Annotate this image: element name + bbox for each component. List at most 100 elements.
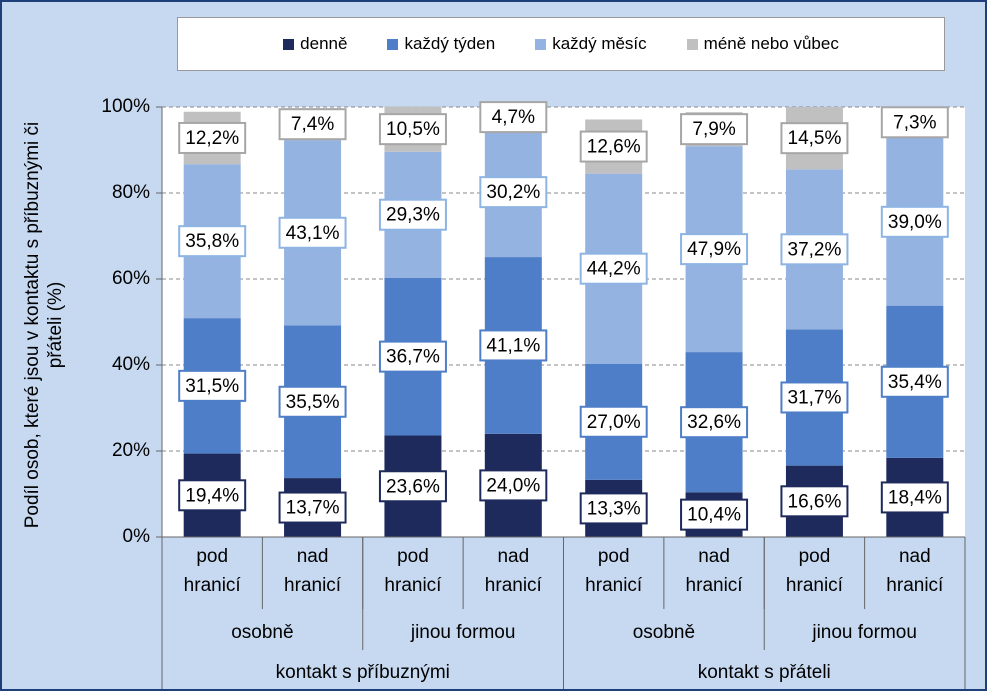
value-label-box xyxy=(378,198,447,231)
value-label-box xyxy=(880,205,949,238)
value-label-box xyxy=(178,479,247,512)
x-tick-label: nad hranicí xyxy=(685,546,743,596)
legend-item: méně nebo vůbec xyxy=(686,34,839,54)
category-group-label: kontakt s přáteli xyxy=(697,662,831,683)
value-label: 24,0% xyxy=(486,475,540,496)
category-group-label: osobně xyxy=(632,622,696,643)
y-tick-label: 100% xyxy=(101,96,150,117)
legend-swatch xyxy=(535,38,547,50)
value-label: 30,2% xyxy=(486,182,540,203)
value-label: 35,4% xyxy=(888,372,942,393)
value-label-box xyxy=(479,469,548,502)
value-label: 35,5% xyxy=(286,392,340,413)
value-label: 32,6% xyxy=(687,412,741,433)
value-label: 27,0% xyxy=(587,412,641,433)
legend-item: každý týden xyxy=(387,34,495,54)
y-tick-label: 40% xyxy=(112,354,150,375)
legend-label: denně xyxy=(300,34,348,53)
value-label-box xyxy=(680,113,749,146)
value-label: 12,6% xyxy=(587,137,641,158)
value-label-box xyxy=(178,121,247,154)
y-axis-label: Podíl osob, které jsou v kontaktu s příb… xyxy=(22,121,66,529)
value-label: 18,4% xyxy=(888,487,942,508)
legend-item: každý měsíc xyxy=(535,34,647,54)
value-label: 29,3% xyxy=(386,205,440,226)
legend-label: méně nebo vůbec xyxy=(703,34,839,53)
value-label-box xyxy=(278,108,347,141)
value-label-box xyxy=(479,329,548,362)
value-label: 31,7% xyxy=(788,387,842,408)
value-label: 7,9% xyxy=(692,119,735,140)
value-label: 31,5% xyxy=(185,376,239,397)
legend-label: každý týden xyxy=(404,34,496,53)
value-label: 37,2% xyxy=(788,239,842,260)
y-tick-label: 60% xyxy=(112,268,150,289)
x-tick-label: pod hranicí xyxy=(183,546,241,596)
category-group-label: kontakt s příbuznými xyxy=(275,662,450,683)
value-label-box xyxy=(278,385,347,418)
value-label-box xyxy=(378,113,447,146)
value-label: 7,3% xyxy=(893,112,936,133)
value-label-box xyxy=(278,491,347,524)
value-label-box xyxy=(780,381,849,414)
value-label-box xyxy=(680,233,749,266)
value-label-box xyxy=(579,252,648,285)
plot-area xyxy=(162,107,965,537)
category-group-label: jinou formou xyxy=(812,622,917,643)
value-label-box xyxy=(780,233,849,266)
y-tick-label: 20% xyxy=(112,440,150,461)
legend-label: každý měsíc xyxy=(552,34,647,53)
legend-swatch xyxy=(387,38,399,50)
value-label: 14,5% xyxy=(788,128,842,149)
value-label: 16,6% xyxy=(788,491,842,512)
category-group-label: osobně xyxy=(231,622,294,643)
value-label-box xyxy=(378,470,447,503)
legend-swatch xyxy=(283,38,295,50)
value-label-box xyxy=(178,225,247,258)
y-tick-label: 0% xyxy=(123,526,151,547)
value-label: 7,4% xyxy=(291,114,334,135)
category-group-label: jinou formou xyxy=(410,622,516,643)
legend-swatch xyxy=(686,38,698,50)
value-label: 35,8% xyxy=(185,231,239,252)
value-label: 44,2% xyxy=(587,259,641,280)
x-tick-label: pod hranicí xyxy=(384,546,442,596)
value-label: 10,5% xyxy=(386,119,440,140)
value-label: 41,1% xyxy=(486,335,540,356)
value-label-box xyxy=(780,485,849,518)
y-tick-label: 80% xyxy=(112,182,150,203)
x-tick-label: pod hranicí xyxy=(785,546,843,596)
value-label-box xyxy=(780,122,849,155)
legend-item: denně xyxy=(283,34,347,54)
value-label-box xyxy=(479,101,548,134)
value-label: 39,0% xyxy=(888,212,942,233)
x-tick-label: nad hranicí xyxy=(484,546,542,596)
value-label-box xyxy=(880,106,949,139)
value-label-box xyxy=(680,498,749,531)
value-label-box xyxy=(579,405,648,438)
value-label: 23,6% xyxy=(386,476,440,497)
value-label-box xyxy=(579,130,648,163)
x-tick-label: pod hranicí xyxy=(585,546,643,596)
value-label-box xyxy=(880,365,949,398)
value-label: 13,7% xyxy=(286,498,340,519)
value-label-box xyxy=(378,340,447,373)
value-label-box xyxy=(680,406,749,439)
x-tick-label: nad hranicí xyxy=(886,546,944,596)
value-label: 43,1% xyxy=(286,223,340,244)
value-label: 36,7% xyxy=(386,347,440,368)
value-label: 13,3% xyxy=(587,498,641,519)
value-label: 19,4% xyxy=(185,485,239,506)
value-label: 10,4% xyxy=(687,505,741,526)
value-label-box xyxy=(579,492,648,525)
value-label: 12,2% xyxy=(185,128,239,149)
value-label-box xyxy=(278,216,347,249)
x-tick-label: nad hranicí xyxy=(284,546,342,596)
value-label-box xyxy=(479,176,548,209)
value-label: 47,9% xyxy=(687,239,741,260)
value-label-box xyxy=(178,369,247,402)
legend: denně každý týden každý měsíc méně nebo vůb… xyxy=(177,17,945,71)
value-label: 4,7% xyxy=(492,107,535,128)
